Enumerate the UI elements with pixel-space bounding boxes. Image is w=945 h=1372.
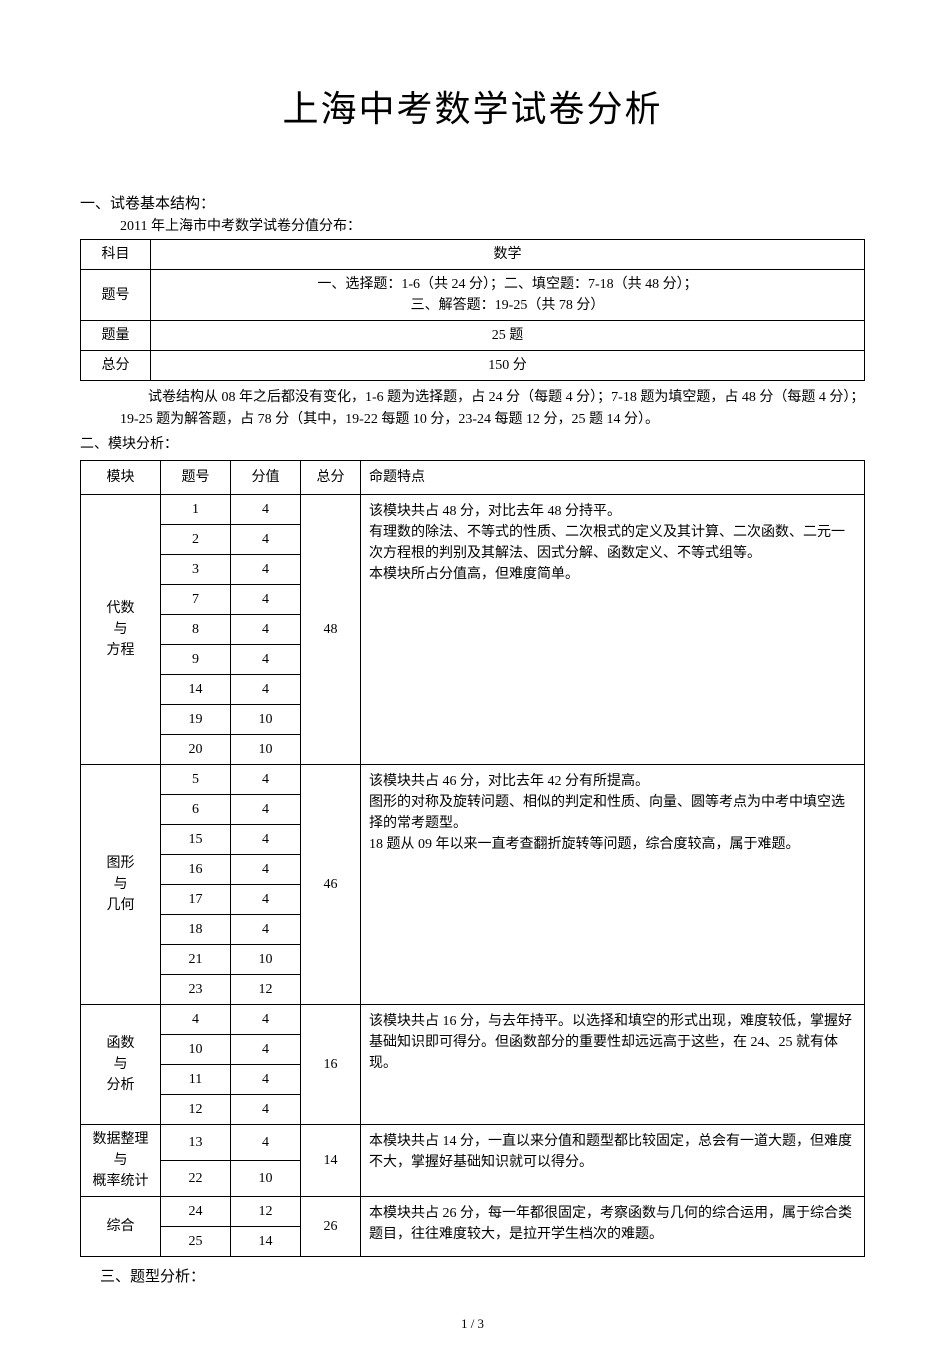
question-score: 4 bbox=[231, 1035, 301, 1065]
section1-subheading: 2011 年上海市中考数学试卷分值分布： bbox=[120, 215, 865, 235]
section2-heading: 二、模块分析： bbox=[80, 434, 865, 456]
module-name: 数据整理 与 概率统计 bbox=[81, 1125, 161, 1197]
question-score: 4 bbox=[231, 675, 301, 705]
question-number: 24 bbox=[161, 1197, 231, 1227]
module-feature: 本模块共占 26 分，每一年都很固定，考察函数与几何的综合运用，属于综合类题目，… bbox=[361, 1197, 865, 1257]
question-score: 4 bbox=[231, 495, 301, 525]
question-number: 4 bbox=[161, 1005, 231, 1035]
structure-table: 科目数学题号一、选择题：1-6（共 24 分）；二、填空题：7-18（共 48 … bbox=[80, 239, 865, 381]
question-number: 8 bbox=[161, 615, 231, 645]
page-number: 1 / 3 bbox=[80, 1316, 865, 1332]
question-number: 25 bbox=[161, 1227, 231, 1257]
table1-value: 一、选择题：1-6（共 24 分）；二、填空题：7-18（共 48 分）； 三、… bbox=[151, 270, 865, 321]
module-name: 代数 与 方程 bbox=[81, 495, 161, 765]
question-score: 10 bbox=[231, 945, 301, 975]
question-number: 7 bbox=[161, 585, 231, 615]
question-number: 12 bbox=[161, 1095, 231, 1125]
question-number: 3 bbox=[161, 555, 231, 585]
module-total: 46 bbox=[301, 765, 361, 1005]
question-number: 13 bbox=[161, 1125, 231, 1161]
question-number: 10 bbox=[161, 1035, 231, 1065]
question-score: 4 bbox=[231, 855, 301, 885]
table2-header-score: 分值 bbox=[231, 461, 301, 495]
question-score: 4 bbox=[231, 885, 301, 915]
question-score: 4 bbox=[231, 585, 301, 615]
module-feature: 该模块共占 16 分，与去年持平。以选择和填空的形式出现，难度较低，掌握好基础知… bbox=[361, 1005, 865, 1125]
question-number: 9 bbox=[161, 645, 231, 675]
module-name: 图形 与 几何 bbox=[81, 765, 161, 1005]
question-score: 4 bbox=[231, 645, 301, 675]
question-score: 4 bbox=[231, 1005, 301, 1035]
question-score: 4 bbox=[231, 795, 301, 825]
question-score: 14 bbox=[231, 1227, 301, 1257]
table1-label: 题号 bbox=[81, 270, 151, 321]
question-number: 21 bbox=[161, 945, 231, 975]
question-number: 22 bbox=[161, 1161, 231, 1197]
question-number: 15 bbox=[161, 825, 231, 855]
module-feature: 本模块共占 14 分，一直以来分值和题型都比较固定，总会有一道大题，但难度不大，… bbox=[361, 1125, 865, 1197]
table2-header-qnum: 题号 bbox=[161, 461, 231, 495]
table1-label: 总分 bbox=[81, 351, 151, 381]
table2-header-total: 总分 bbox=[301, 461, 361, 495]
question-number: 19 bbox=[161, 705, 231, 735]
question-score: 10 bbox=[231, 735, 301, 765]
question-number: 5 bbox=[161, 765, 231, 795]
question-score: 4 bbox=[231, 1125, 301, 1161]
question-number: 2 bbox=[161, 525, 231, 555]
module-total: 16 bbox=[301, 1005, 361, 1125]
module-total: 14 bbox=[301, 1125, 361, 1197]
module-feature: 该模块共占 48 分，对比去年 48 分持平。 有理数的除法、不等式的性质、二次… bbox=[361, 495, 865, 765]
question-score: 4 bbox=[231, 1065, 301, 1095]
section3-heading: 三、题型分析： bbox=[100, 1265, 865, 1286]
table1-value: 25 题 bbox=[151, 321, 865, 351]
question-score: 12 bbox=[231, 975, 301, 1005]
table1-value: 数学 bbox=[151, 240, 865, 270]
question-score: 4 bbox=[231, 615, 301, 645]
page-title: 上海中考数学试卷分析 bbox=[80, 80, 865, 132]
module-name: 函数 与 分析 bbox=[81, 1005, 161, 1125]
question-number: 18 bbox=[161, 915, 231, 945]
question-number: 6 bbox=[161, 795, 231, 825]
table1-label: 科目 bbox=[81, 240, 151, 270]
question-number: 11 bbox=[161, 1065, 231, 1095]
module-table: 模块题号分值总分命题特点代数 与 方程1448该模块共占 48 分，对比去年 4… bbox=[80, 460, 865, 1257]
table2-header-feature: 命题特点 bbox=[361, 461, 865, 495]
module-feature: 该模块共占 46 分，对比去年 42 分有所提高。 图形的对称及旋转问题、相似的… bbox=[361, 765, 865, 1005]
question-score: 4 bbox=[231, 525, 301, 555]
module-name: 综合 bbox=[81, 1197, 161, 1257]
question-number: 17 bbox=[161, 885, 231, 915]
section1-paragraph: 试卷结构从 08 年之后都没有变化，1-6 题为选择题，占 24 分（每题 4 … bbox=[120, 387, 865, 432]
question-number: 16 bbox=[161, 855, 231, 885]
question-number: 1 bbox=[161, 495, 231, 525]
section1-heading: 一、试卷基本结构： bbox=[80, 192, 865, 213]
question-score: 12 bbox=[231, 1197, 301, 1227]
module-total: 48 bbox=[301, 495, 361, 765]
question-score: 4 bbox=[231, 915, 301, 945]
question-score: 10 bbox=[231, 1161, 301, 1197]
question-number: 20 bbox=[161, 735, 231, 765]
table2-header-module: 模块 bbox=[81, 461, 161, 495]
table1-label: 题量 bbox=[81, 321, 151, 351]
table1-value: 150 分 bbox=[151, 351, 865, 381]
question-score: 4 bbox=[231, 1095, 301, 1125]
question-number: 14 bbox=[161, 675, 231, 705]
question-score: 10 bbox=[231, 705, 301, 735]
question-score: 4 bbox=[231, 765, 301, 795]
question-number: 23 bbox=[161, 975, 231, 1005]
question-score: 4 bbox=[231, 555, 301, 585]
question-score: 4 bbox=[231, 825, 301, 855]
module-total: 26 bbox=[301, 1197, 361, 1257]
